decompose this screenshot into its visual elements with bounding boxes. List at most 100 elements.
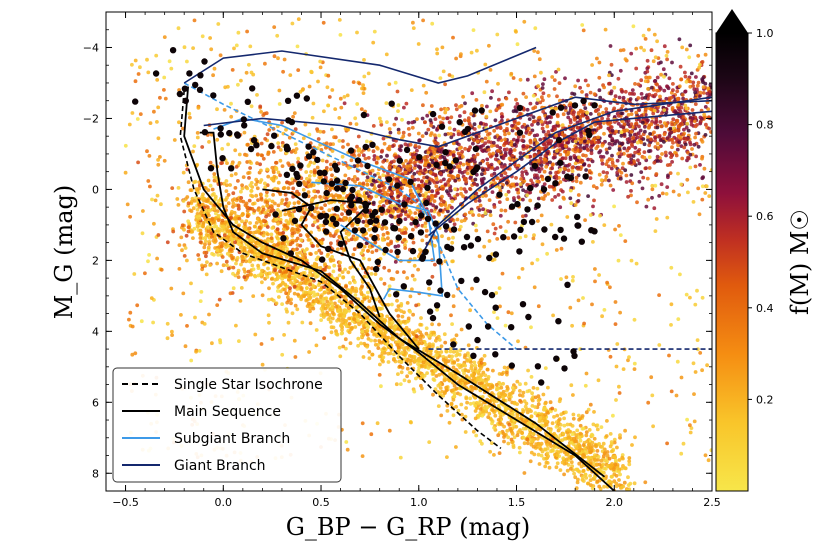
scatter-point xyxy=(539,453,544,458)
scatter-point xyxy=(378,189,383,194)
scatter-point xyxy=(671,117,676,122)
scatter-point xyxy=(231,201,236,206)
scatter-point xyxy=(295,307,300,312)
scatter-point xyxy=(307,162,312,167)
scatter-point xyxy=(420,238,425,243)
scatter-point xyxy=(299,238,304,243)
scatter-point xyxy=(402,270,406,274)
scatter-point xyxy=(587,428,592,432)
scatter-point xyxy=(588,112,593,116)
scatter-point xyxy=(507,397,512,402)
scatter-point xyxy=(361,256,366,261)
scatter-point xyxy=(555,413,560,418)
scatter-point xyxy=(233,148,238,153)
scatter-point xyxy=(694,131,698,136)
scatter-point xyxy=(123,170,128,175)
scatter-point xyxy=(329,167,333,172)
scatter-point xyxy=(337,273,342,278)
scatter-point xyxy=(572,154,577,158)
scatter-point xyxy=(271,178,276,183)
scatter-point xyxy=(566,428,571,432)
scatter-point xyxy=(463,146,467,151)
scatter-point xyxy=(595,449,600,453)
scatter-point xyxy=(259,272,264,277)
scatter-point xyxy=(403,337,408,341)
scatter-point xyxy=(436,404,441,408)
scatter-point xyxy=(569,455,574,459)
scatter-point xyxy=(224,189,229,194)
scatter-point xyxy=(512,196,516,200)
scatter-point xyxy=(531,431,536,436)
scatter-point xyxy=(316,189,320,194)
scatter-point xyxy=(273,268,277,273)
scatter-point xyxy=(229,237,234,241)
scatter-point xyxy=(205,225,210,230)
scatter-point xyxy=(346,232,351,237)
scatter-point xyxy=(271,150,276,154)
scatter-point xyxy=(460,412,464,417)
scatter-point xyxy=(319,294,323,299)
scatter-point xyxy=(189,209,194,214)
scatter-point xyxy=(420,341,424,346)
scatter-point xyxy=(207,140,211,144)
scatter-point xyxy=(681,133,686,137)
scatter-point xyxy=(454,333,459,338)
scatter-point xyxy=(353,179,357,184)
scatter-point xyxy=(463,381,468,386)
scatter-point xyxy=(405,319,410,324)
scatter-point xyxy=(195,224,200,229)
scatter-point xyxy=(420,134,425,139)
scatter-point xyxy=(559,412,564,417)
scatter-point xyxy=(520,431,524,436)
scatter-point xyxy=(528,459,533,464)
scatter-point xyxy=(696,80,701,85)
scatter-point xyxy=(236,207,241,211)
scatter-point xyxy=(220,241,225,246)
scatter-point xyxy=(248,221,253,225)
scatter-point xyxy=(499,391,504,396)
scatter-point xyxy=(282,185,287,190)
scatter-point xyxy=(592,458,597,462)
scatter-point xyxy=(283,287,287,292)
scatter-point xyxy=(464,406,468,410)
scatter-point xyxy=(192,226,197,231)
scatter-point xyxy=(256,198,260,203)
scatter-point xyxy=(627,459,632,464)
scatter-point xyxy=(381,331,386,336)
scatter-point xyxy=(352,289,356,293)
scatter-point xyxy=(455,358,460,362)
scatter-point xyxy=(261,156,266,161)
scatter-point xyxy=(573,444,578,449)
scatter-point xyxy=(323,262,327,267)
scatter-point xyxy=(575,480,580,485)
scatter-point xyxy=(580,475,585,479)
scatter-point xyxy=(566,168,571,173)
scatter-point xyxy=(286,161,291,166)
scatter-point xyxy=(233,240,238,245)
scatter-point xyxy=(457,352,462,357)
scatter-point xyxy=(359,341,363,346)
scatter-point xyxy=(517,445,522,450)
scatter-point xyxy=(486,415,491,419)
scatter-point xyxy=(347,308,352,313)
scatter-point xyxy=(503,132,507,137)
scatter-point xyxy=(418,247,422,252)
scatter-point xyxy=(419,383,423,388)
scatter-point xyxy=(473,409,478,413)
scatter-point xyxy=(451,153,456,158)
scatter-point xyxy=(424,191,428,196)
scatter-point xyxy=(249,193,253,198)
scatter-point xyxy=(561,431,566,436)
scatter-point xyxy=(604,474,608,479)
scatter-point xyxy=(335,318,339,323)
scatter-point xyxy=(603,450,607,455)
scatter-point xyxy=(609,62,614,67)
scatter-point xyxy=(287,289,292,293)
scatter-point xyxy=(568,157,573,162)
scatter-point xyxy=(391,277,396,281)
scatter-point xyxy=(266,297,271,302)
scatter-point xyxy=(324,186,328,191)
scatter-point xyxy=(452,360,457,364)
scatter-point xyxy=(657,135,662,139)
scatter-point xyxy=(181,291,186,296)
